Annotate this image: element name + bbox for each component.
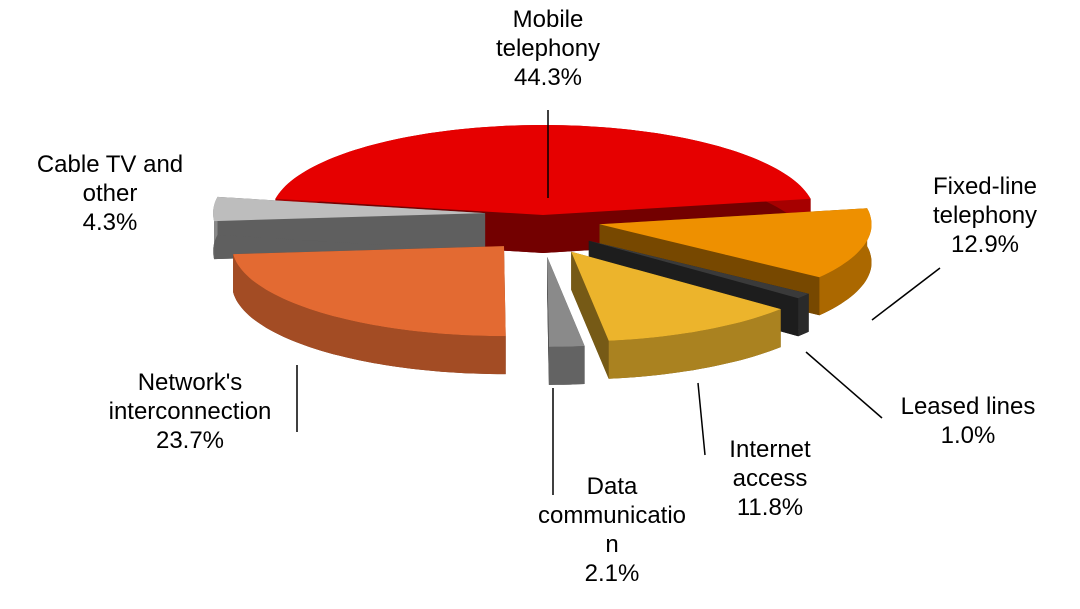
category-label: Network's interconnection [108, 369, 272, 425]
slice [233, 246, 506, 337]
value-label: 23.7% [155, 427, 225, 454]
slice-wall [547, 256, 549, 385]
slice [213, 196, 486, 222]
slice-side [819, 208, 872, 316]
slice-side [798, 293, 809, 337]
value-label: 2.1% [584, 560, 640, 587]
slice [547, 256, 585, 347]
slice-side [233, 254, 506, 375]
category-label: Mobile telephony [495, 6, 601, 62]
category-label: Leased lines [900, 393, 1036, 420]
category-label: Internet access [729, 436, 811, 492]
value-label: 11.8% [736, 494, 804, 521]
slice [588, 240, 809, 299]
value-label: 44.3% [513, 64, 583, 91]
leader-line [805, 351, 883, 419]
slice-label: Cable TV and other 4.3% [10, 150, 210, 237]
category-label: Data communication [537, 473, 687, 558]
category-label: Cable TV and other [36, 151, 184, 207]
slice-side [608, 309, 781, 379]
category-label: Fixed-line telephony [932, 173, 1038, 229]
value-label: 1.0% [940, 422, 996, 449]
slice-side [548, 346, 585, 385]
slice-label: Leased lines 1.0% [873, 392, 1063, 450]
slice-label: Internet access 11.8% [705, 435, 835, 522]
slice-label: Mobile telephony 44.3% [468, 5, 628, 92]
value-label: 4.3% [82, 209, 138, 236]
slice-label: Fixed-line telephony 12.9% [910, 172, 1060, 259]
leader-line [871, 267, 941, 321]
slice [571, 251, 781, 341]
slice [599, 208, 872, 278]
slice-wall [571, 251, 609, 379]
slice [275, 125, 811, 215]
value-label: 12.9% [950, 231, 1020, 258]
slice-label: Network's interconnection 23.7% [88, 368, 293, 455]
leader-line [697, 382, 706, 456]
slice-label: Data communication 2.1% [537, 472, 687, 588]
